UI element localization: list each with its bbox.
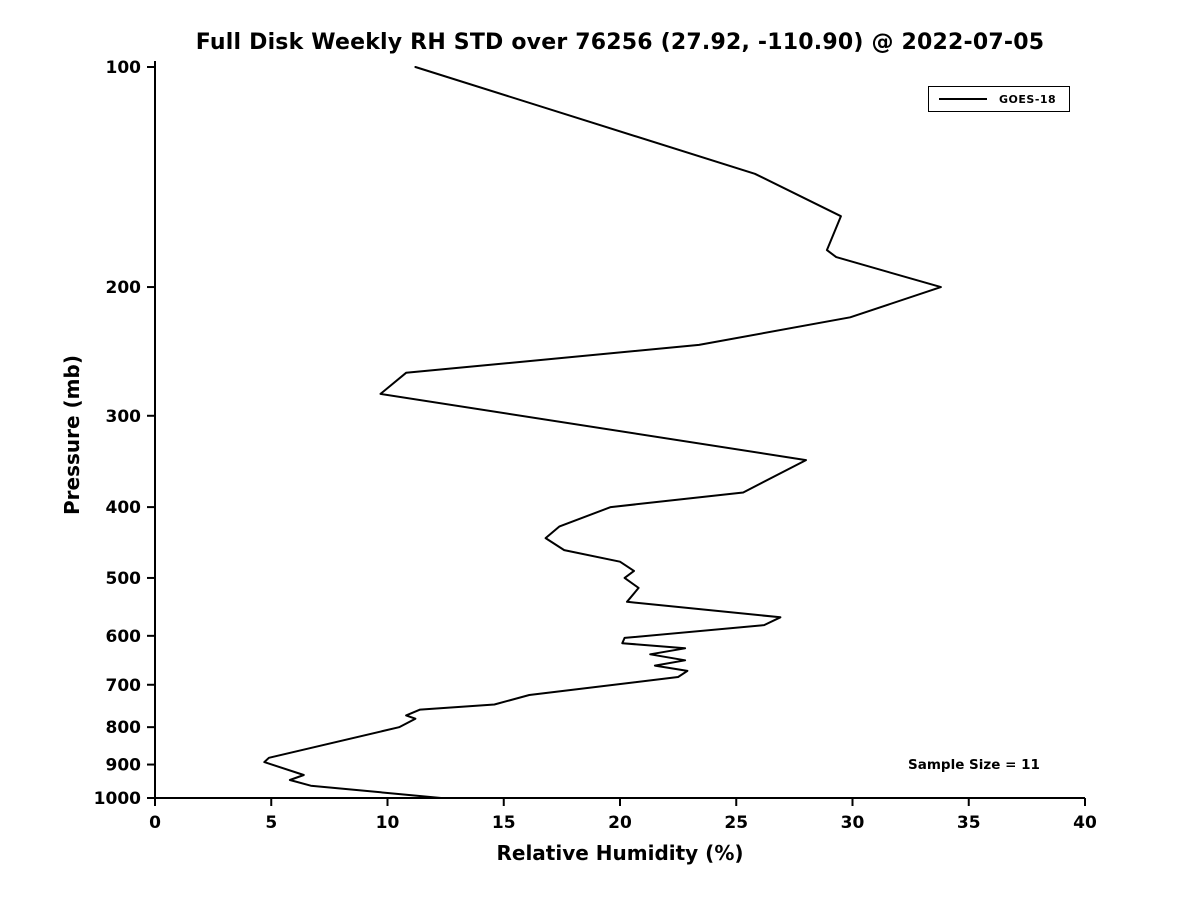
chart-title: Full Disk Weekly RH STD over 76256 (27.9… xyxy=(195,30,1045,55)
x-tick-label: 25 xyxy=(724,813,748,833)
y-tick-label: 800 xyxy=(106,718,142,738)
y-tick-label: 300 xyxy=(106,407,142,427)
legend-label: GOES-18 xyxy=(999,92,1057,106)
x-tick-label: 20 xyxy=(608,813,632,833)
legend: GOES-18 xyxy=(928,86,1070,112)
y-tick-label: 100 xyxy=(106,58,142,78)
y-tick-label: 700 xyxy=(106,676,142,696)
legend-line-sample xyxy=(939,98,987,100)
y-tick-label: 600 xyxy=(106,627,142,647)
y-tick-label: 900 xyxy=(106,756,142,776)
y-tick-label: 400 xyxy=(106,498,142,518)
y-tick-label: 200 xyxy=(106,278,142,298)
x-tick-label: 40 xyxy=(1073,813,1097,833)
y-tick-label: 1000 xyxy=(94,789,141,809)
x-tick-label: 15 xyxy=(492,813,516,833)
rh-std-profile-line xyxy=(263,66,942,799)
x-tick-label: 10 xyxy=(376,813,400,833)
x-axis-label: Relative Humidity (%) xyxy=(496,841,744,865)
y-tick-label: 500 xyxy=(106,569,142,589)
x-tick-label: 35 xyxy=(957,813,981,833)
x-tick-label: 5 xyxy=(265,813,277,833)
sample-size-annotation: Sample Size = 11 xyxy=(908,757,1040,773)
x-tick-label: 30 xyxy=(841,813,865,833)
x-tick-label: 0 xyxy=(149,813,161,833)
y-axis-label: Pressure (mb) xyxy=(60,355,84,515)
